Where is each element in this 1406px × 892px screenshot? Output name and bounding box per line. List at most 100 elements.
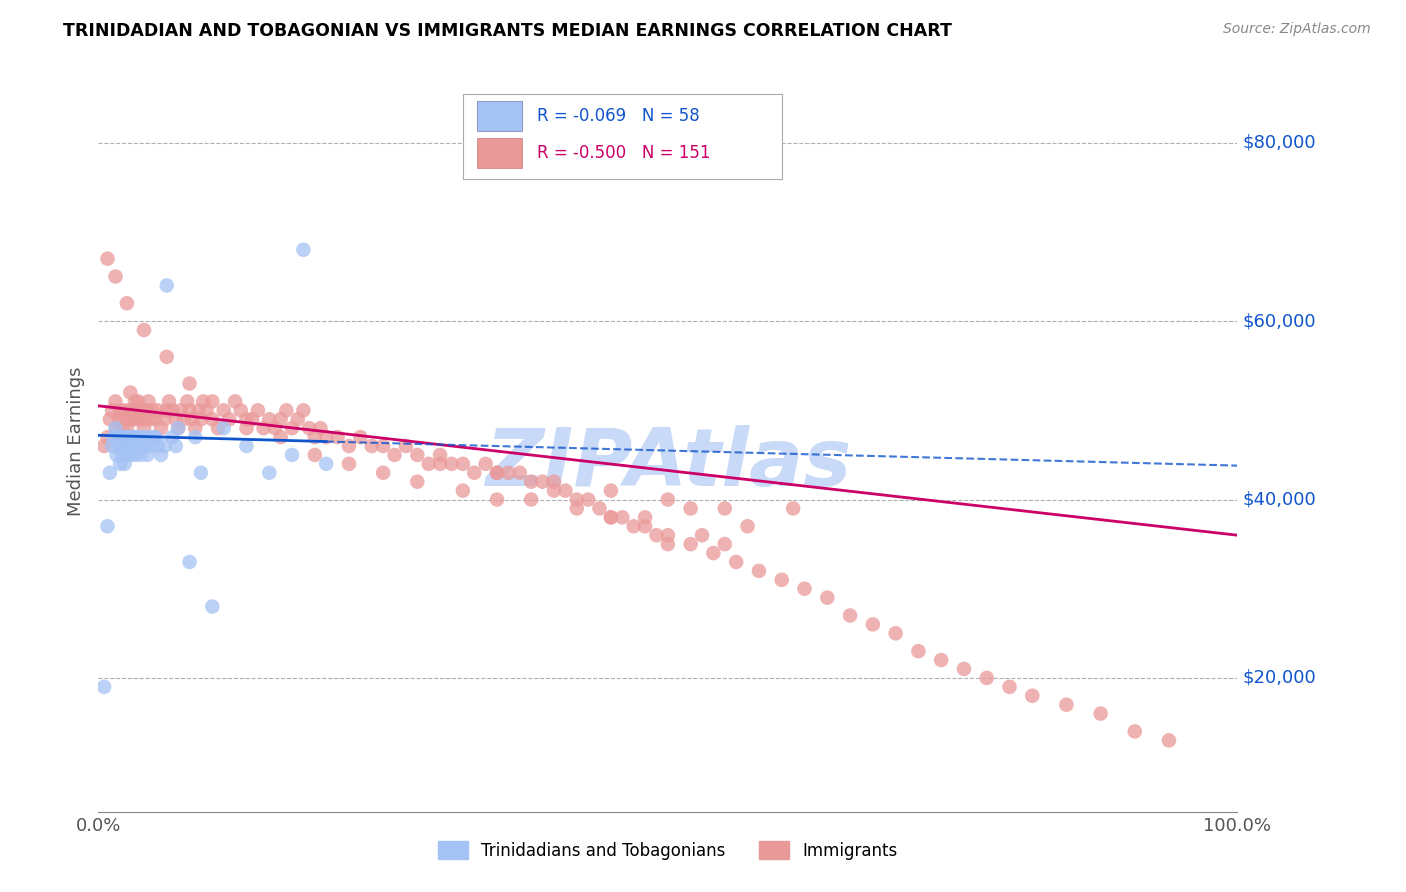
Point (360, 439, 382, 453)
Point (600, 510, 623, 524)
Text: R = -0.069   N = 58: R = -0.069 N = 58 (537, 107, 700, 125)
Point (623, 519, 645, 533)
Point (309, 421, 332, 435)
Point (440, 457, 463, 471)
Point (101, 403, 124, 417)
Point (127, 394, 149, 409)
Point (645, 528, 668, 542)
Point (93, 439, 115, 453)
Point (486, 492, 509, 507)
Point (108, 430, 131, 444)
Point (212, 403, 235, 417)
Point (112, 439, 135, 453)
Point (337, 457, 360, 471)
Point (702, 546, 724, 560)
Point (486, 466, 509, 480)
Point (976, 671, 998, 685)
Text: $20,000: $20,000 (1243, 669, 1317, 687)
Point (998, 680, 1021, 694)
Point (690, 528, 713, 542)
Point (326, 430, 349, 444)
Point (276, 403, 298, 417)
Point (679, 537, 702, 551)
Point (136, 403, 159, 417)
Point (782, 501, 804, 516)
Point (98, 466, 121, 480)
Point (124, 448, 146, 462)
Point (509, 466, 531, 480)
Point (406, 448, 429, 462)
Text: $40,000: $40,000 (1243, 491, 1317, 508)
Point (486, 466, 509, 480)
Point (195, 403, 218, 417)
Point (714, 501, 737, 516)
Point (406, 475, 429, 489)
Point (108, 412, 131, 426)
Point (229, 403, 252, 417)
Point (612, 510, 634, 524)
Point (108, 457, 131, 471)
Point (105, 448, 128, 462)
Point (520, 492, 543, 507)
Point (110, 430, 132, 444)
Point (142, 430, 165, 444)
Point (270, 412, 292, 426)
Point (176, 394, 198, 409)
Point (114, 430, 136, 444)
Point (576, 492, 599, 507)
Point (104, 269, 127, 284)
Point (187, 403, 209, 417)
Point (235, 412, 257, 426)
Point (184, 421, 207, 435)
Point (543, 483, 565, 498)
Point (112, 430, 135, 444)
Point (138, 394, 160, 409)
FancyBboxPatch shape (477, 101, 522, 130)
Point (115, 296, 138, 310)
Point (115, 448, 138, 462)
Point (259, 466, 281, 480)
Point (315, 430, 337, 444)
Point (1123, 724, 1146, 739)
Point (96, 519, 118, 533)
Point (337, 439, 360, 453)
Point (112, 412, 135, 426)
Point (1157, 733, 1180, 747)
Point (104, 394, 127, 409)
Point (169, 403, 191, 417)
Point (218, 412, 240, 426)
Point (474, 457, 496, 471)
Point (657, 528, 679, 542)
Point (153, 412, 176, 426)
Point (146, 439, 169, 453)
Point (110, 430, 132, 444)
Point (115, 439, 138, 453)
Point (929, 653, 952, 667)
FancyBboxPatch shape (463, 94, 782, 178)
Point (120, 439, 142, 453)
Point (156, 403, 179, 417)
Point (165, 412, 187, 426)
Point (463, 466, 485, 480)
Point (104, 421, 127, 435)
Point (259, 412, 281, 426)
Point (281, 421, 304, 435)
Text: $80,000: $80,000 (1243, 134, 1316, 152)
Point (287, 412, 309, 426)
Text: TRINIDADIAN AND TOBAGONIAN VS IMMIGRANTS MEDIAN EARNINGS CORRELATION CHART: TRINIDADIAN AND TOBAGONIAN VS IMMIGRANTS… (63, 22, 952, 40)
Text: R = -0.500   N = 151: R = -0.500 N = 151 (537, 144, 710, 161)
Point (371, 439, 394, 453)
Point (125, 412, 148, 426)
Point (141, 403, 163, 417)
Point (173, 412, 195, 426)
Point (115, 421, 138, 435)
Point (139, 439, 162, 453)
Point (862, 617, 884, 632)
Point (134, 412, 156, 426)
Point (157, 394, 180, 409)
Text: Source: ZipAtlas.com: Source: ZipAtlas.com (1223, 22, 1371, 37)
Point (429, 457, 451, 471)
Point (212, 421, 235, 435)
Point (770, 573, 793, 587)
Point (554, 483, 576, 498)
